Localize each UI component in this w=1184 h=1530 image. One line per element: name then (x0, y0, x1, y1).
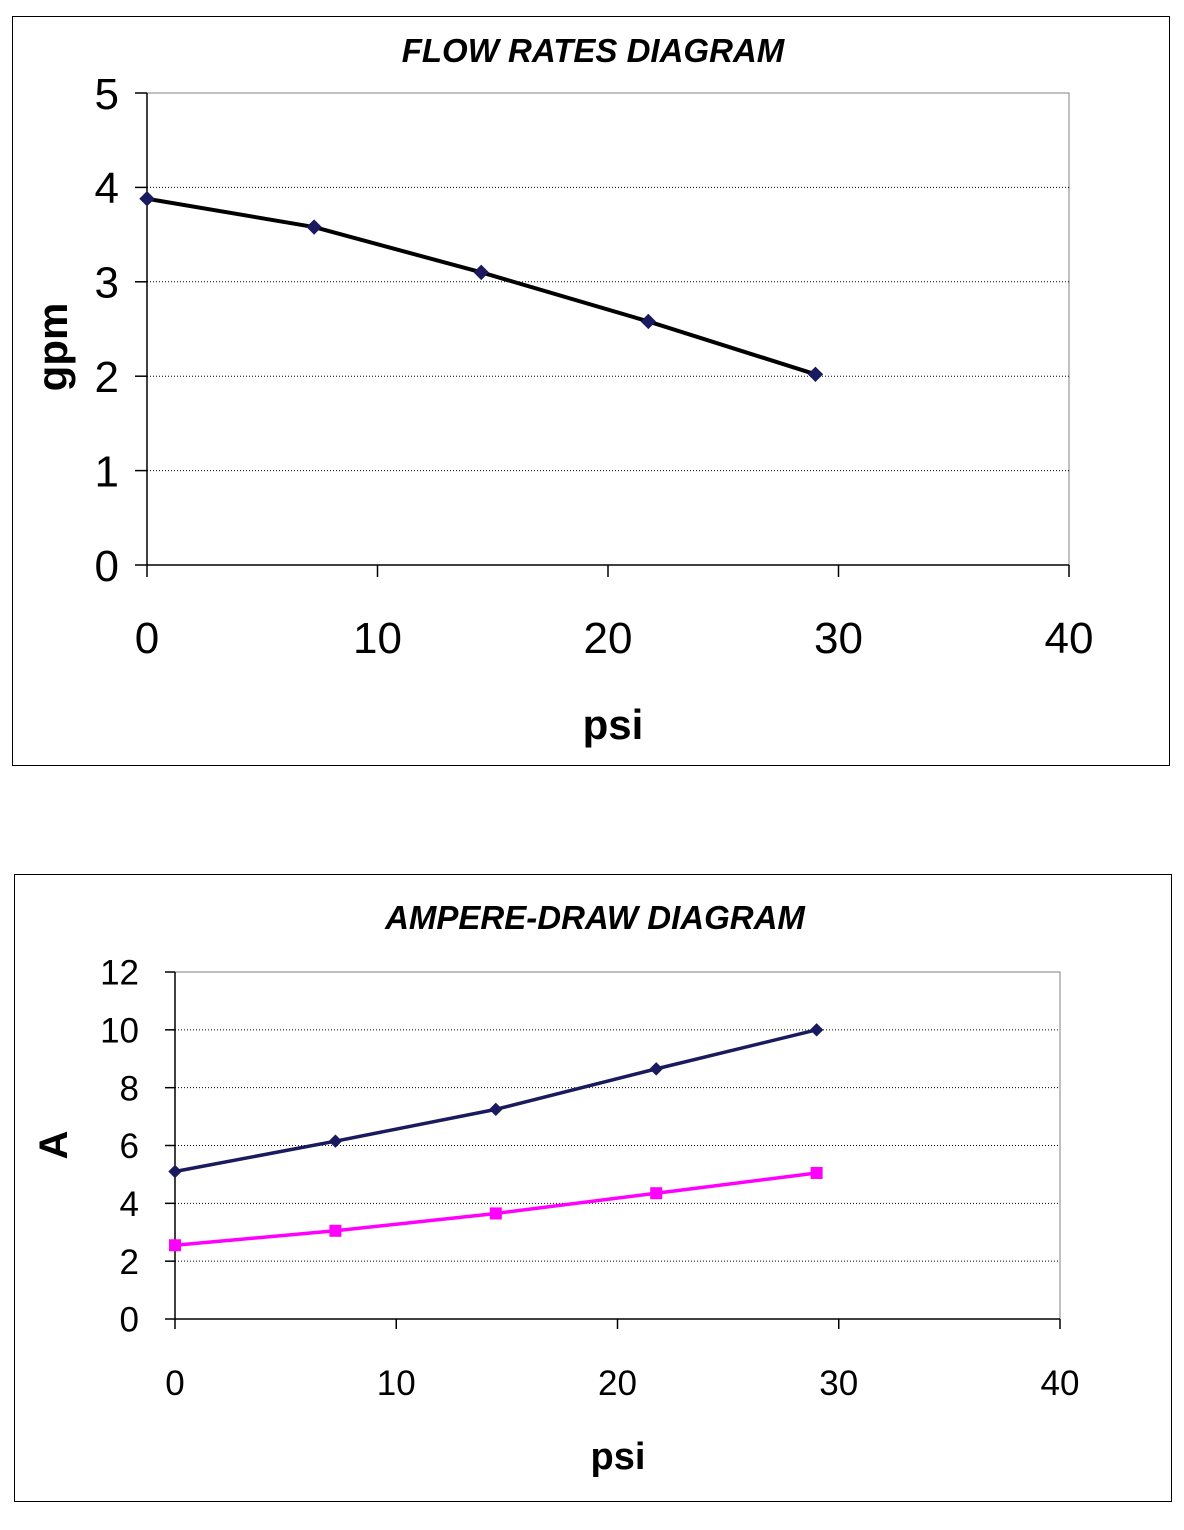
data-point-marker (809, 1023, 824, 1037)
data-point-marker (650, 1187, 663, 1200)
x-tick-label: 40 (1041, 1364, 1080, 1403)
y-tick-label: 1 (95, 447, 119, 496)
x-tick-label: 0 (165, 1364, 184, 1403)
data-point-marker (169, 1239, 181, 1252)
y-tick-label: 4 (95, 164, 119, 213)
data-point-marker (329, 1224, 342, 1237)
y-tick-label: 8 (120, 1069, 139, 1108)
data-point-marker (473, 264, 489, 281)
y-tick-label: 0 (120, 1301, 139, 1340)
x-axis-label: psi (583, 701, 644, 748)
chart-title: AMPERE-DRAW DIAGRAM (384, 899, 806, 936)
y-tick-label: 2 (120, 1243, 139, 1282)
data-point-marker (328, 1134, 343, 1148)
data-point-marker (640, 313, 657, 330)
ampere-draw-chart-svg: AMPERE-DRAW DIAGRAM psi A 0 2 4 6 8 10 12 0 10 20… (32, 899, 1080, 1478)
x-tick-label: 0 (135, 614, 159, 663)
y-tick-label: 3 (95, 259, 119, 308)
y-tick-label: 10 (100, 1011, 139, 1050)
data-point-marker (489, 1102, 503, 1117)
chart-title: FLOW RATES DIAGRAM (402, 32, 786, 69)
y-tick-label: 6 (120, 1127, 139, 1166)
data-point-marker (168, 1164, 182, 1179)
y-axis-label: gpm (29, 303, 76, 392)
ampere-draw-chart: AMPERE-DRAW DIAGRAM psi A 0 2 4 6 8 10 12 0 10 20… (14, 874, 1172, 1502)
data-point-marker (139, 191, 155, 207)
x-axis-label: psi (591, 1436, 646, 1478)
data-point-marker (306, 219, 322, 235)
flow-rates-chart-svg: FLOW RATES DIAGRAM psi gpm 0 1 2 3 4 5 0 10 20 30… (29, 32, 1094, 748)
x-tick-label: 30 (814, 614, 863, 663)
data-point-marker (489, 1207, 502, 1220)
y-tick-label: 4 (120, 1185, 139, 1224)
x-tick-label: 20 (598, 1364, 637, 1403)
x-tick-label: 30 (819, 1364, 858, 1403)
y-tick-label: 0 (95, 542, 119, 591)
y-axis-label: A (32, 1131, 76, 1160)
x-tick-label: 40 (1045, 614, 1094, 663)
data-point-marker (810, 1166, 823, 1179)
x-tick-label: 10 (353, 614, 402, 663)
plot-area (146, 92, 1070, 566)
data-point-marker (649, 1062, 663, 1076)
y-tick-label: 2 (95, 353, 119, 402)
x-tick-label: 10 (377, 1364, 416, 1403)
y-tick-label: 12 (100, 954, 139, 993)
x-tick-label: 20 (584, 614, 633, 663)
flow-rates-chart: FLOW RATES DIAGRAM psi gpm 0 1 2 3 4 5 0 10 20 30… (12, 16, 1170, 766)
y-tick-label: 5 (95, 70, 119, 119)
data-point-marker (807, 366, 824, 383)
